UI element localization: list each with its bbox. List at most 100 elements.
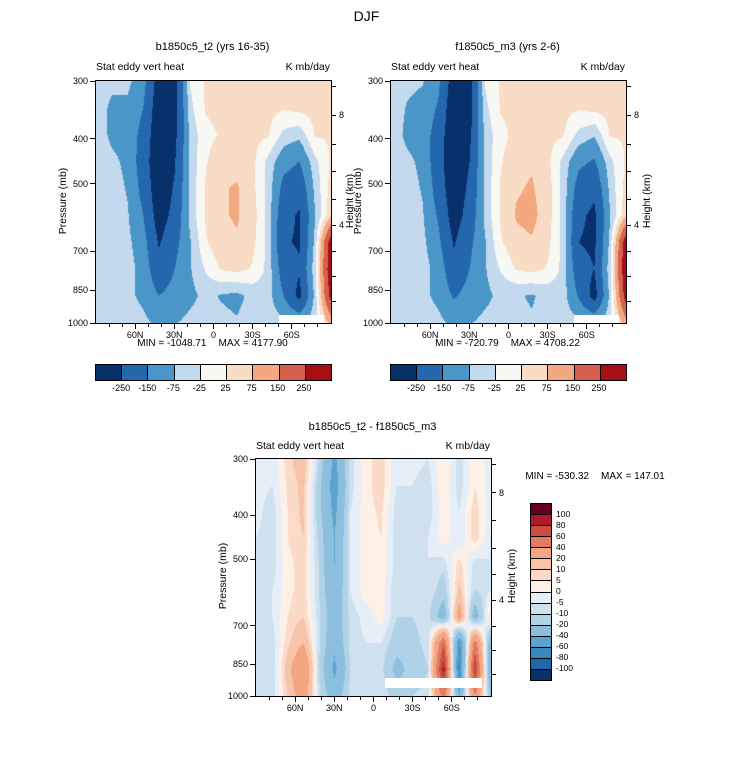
pressure-tick-label: 850: [367, 285, 383, 296]
colorbar-tick-label: -150: [433, 383, 452, 393]
x-minor-tick: [147, 324, 149, 327]
height-minor-tick: [492, 599, 496, 601]
height-minor-tick: [627, 85, 631, 87]
colorbar-cell: [531, 537, 551, 549]
x-minor-tick: [268, 697, 270, 700]
x-minor-tick: [442, 324, 444, 327]
x-tick-label: 60N: [286, 703, 304, 713]
x-minor-tick: [416, 324, 418, 327]
panel-title: f1850c5_m3 (yrs 2-6): [455, 41, 560, 53]
plot-area: 60N 30N 0 30S 60S 300 400 500 700 850 1000 8 4: [363, 76, 639, 340]
x-minor-tick: [278, 324, 280, 327]
pressure-tick: [385, 322, 390, 324]
surface-mask: [574, 314, 619, 323]
x-tick-label: 60S: [578, 330, 595, 340]
units-label: K mb/day: [445, 440, 490, 452]
heatmap-canvas: [96, 81, 331, 323]
pressure-tick-label: 300: [232, 454, 248, 464]
minmax-label: MIN = -530.32 MAX = 147.01: [500, 471, 690, 482]
plot-area: 60N 30N 0 30S 60S 300 400 500 700 850 1000 8 4: [68, 76, 344, 340]
pressure-tick: [90, 80, 95, 82]
colorbar-cell: [531, 526, 551, 538]
colorbar-cell: [279, 365, 306, 380]
colorbar-tick-label: 80: [556, 520, 566, 530]
x-minor-tick: [399, 697, 401, 700]
colorbar-tick-label: -60: [556, 641, 569, 651]
height-minor-tick: [332, 224, 336, 226]
height-minor-tick: [492, 674, 496, 676]
x-minor-tick: [317, 324, 319, 327]
colorbar-cell: [531, 581, 551, 593]
colorbar-tick-label: -25: [487, 383, 501, 393]
x-minor-tick: [121, 324, 123, 327]
height-minor-tick: [332, 276, 336, 278]
height-minor-tick: [492, 492, 496, 494]
colorbar-tick-label: 75: [541, 383, 552, 393]
x-minor-tick: [464, 697, 466, 700]
pressure-tick-label: 300: [367, 76, 383, 86]
pressure-tick: [250, 625, 255, 627]
x-minor-tick: [346, 697, 348, 700]
height-minor-tick: [492, 574, 496, 576]
pressure-tick-label: 300: [72, 76, 88, 86]
heatmap-canvas: [256, 459, 491, 696]
colorbar-cell: [531, 559, 551, 571]
max-value: MAX = 4708.22: [510, 338, 580, 349]
x-minor-tick: [320, 697, 322, 700]
colorbar-cell: [305, 365, 331, 380]
colorbar-tick-label: -20: [556, 619, 569, 629]
x-minor-tick: [438, 697, 440, 700]
field-label: Stat eddy vert heat: [391, 61, 480, 73]
pressure-tick-label: 850: [72, 285, 88, 296]
height-minor-tick: [332, 198, 336, 200]
x-minor-tick: [226, 324, 228, 327]
colorbar-tick-label: -75: [166, 383, 180, 393]
height-minor-tick: [332, 171, 336, 173]
pressure-tick: [250, 458, 255, 460]
pressure-tick: [90, 138, 95, 140]
x-tick-label: 30S: [244, 330, 261, 340]
colorbar-labels: 100 80 60 40 20 10 5 0 -5 -10 -20 -40 -60 -80 -100: [556, 503, 590, 687]
colorbar-tick-label: 250: [591, 383, 607, 393]
x-minor-tick: [521, 324, 523, 327]
colorbar-labels: -250 -150 -75 -25 25 75 150 250: [390, 383, 625, 395]
colorbar-cell: [531, 592, 551, 604]
x-minor-tick: [304, 324, 306, 327]
x-tick-label: 0: [505, 330, 511, 340]
pressure-tick: [385, 289, 390, 291]
colorbar-tick-label: 150: [270, 383, 286, 393]
pressure-tick-label: 400: [367, 133, 383, 144]
colorbar: [390, 364, 627, 381]
pressure-tick: [250, 663, 255, 665]
height-tick-label: 8: [499, 487, 505, 498]
units-label: K mb/day: [285, 61, 330, 73]
max-value: MAX = 147.01: [601, 471, 665, 482]
pressure-tick: [250, 558, 255, 560]
height-tick-label: 8: [634, 110, 640, 121]
colorbar-tick-label: 25: [515, 383, 526, 393]
height-minor-tick: [332, 143, 336, 145]
height-minor-tick: [492, 520, 496, 522]
x-tick-label: 0: [210, 330, 216, 340]
colorbar-tick-label: 40: [556, 542, 566, 552]
x-tick: [173, 324, 175, 329]
x-tick-label: 60N: [421, 330, 439, 340]
height-minor-tick: [627, 224, 631, 226]
colorbar-cell: [531, 515, 551, 527]
colorbar-labels: -250 -150 -75 -25 25 75 150 250: [95, 383, 330, 395]
pressure-tick: [385, 80, 390, 82]
colorbar-cell: [531, 636, 551, 648]
colorbar-cell: [495, 365, 523, 380]
colorbar: [530, 503, 552, 681]
colorbar-tick-label: -75: [461, 383, 475, 393]
height-tick-label: 4: [634, 220, 640, 231]
pressure-tick: [250, 695, 255, 697]
colorbar-tick-label: 5: [556, 575, 561, 585]
colorbar-tick-label: -5: [556, 597, 564, 607]
height-minor-tick: [332, 251, 336, 253]
x-minor-tick: [599, 324, 601, 327]
height-minor-tick: [627, 143, 631, 145]
colorbar-cell: [548, 365, 575, 380]
x-tick: [547, 324, 549, 329]
panel-title: b1850c5_t2 (yrs 16-35): [155, 41, 270, 53]
